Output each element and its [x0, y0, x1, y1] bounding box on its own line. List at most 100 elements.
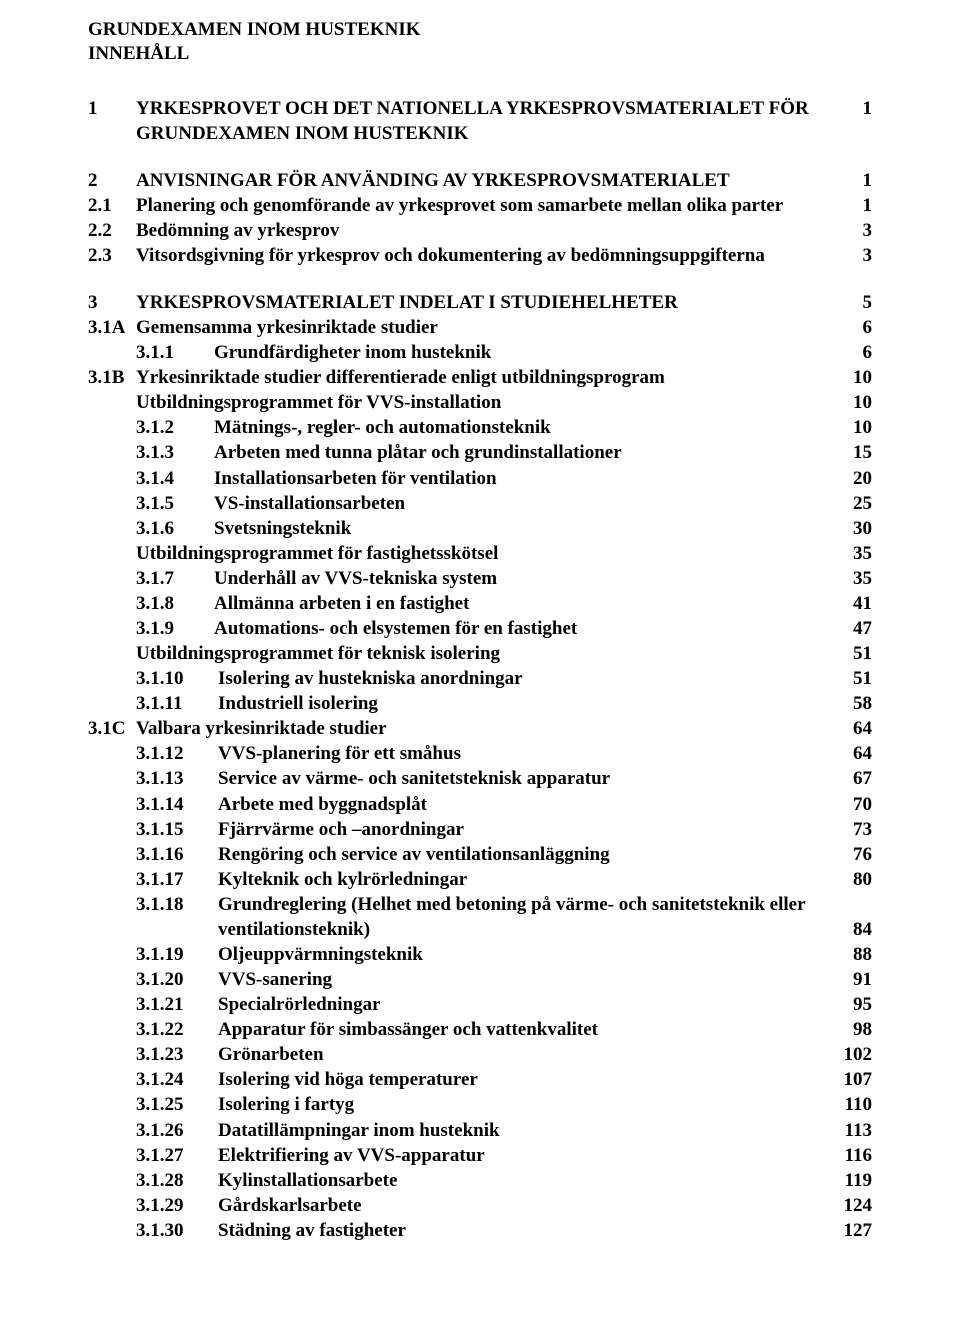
toc-entry: 2.2 Bedömning av yrkesprov 3 [88, 218, 872, 243]
toc-entry: 3.1.29 Gårdskarlsarbete 124 [88, 1193, 872, 1218]
toc-entry: 3.1.7 Underhåll av VVS-tekniska system 3… [88, 566, 872, 591]
entry-page: 1 [832, 168, 872, 193]
entry-page: 10 [832, 390, 872, 415]
entry-text: Industriell isolering [218, 691, 832, 716]
toc-entry: 3.1.18 Grundreglering (Helhet med betoni… [88, 892, 872, 917]
toc-entry: 3.1.22 Apparatur för simbassänger och va… [88, 1017, 872, 1042]
entry-number: 3.1.2 [136, 415, 214, 440]
entry-number: 3.1.30 [136, 1218, 218, 1243]
toc-entry: 3.1.20 VVS-sanering 91 [88, 967, 872, 992]
entry-page: 102 [832, 1042, 872, 1067]
entry-page: 116 [832, 1143, 872, 1168]
entry-number: 3.1.23 [136, 1042, 218, 1067]
entry-page: 10 [832, 365, 872, 390]
entry-text: Isolering av hustekniska anordningar [218, 666, 832, 691]
toc-entry: 3.1.15 Fjärrvärme och –anordningar 73 [88, 817, 872, 842]
toc-entry: 3.1.25 Isolering i fartyg 110 [88, 1092, 872, 1117]
entry-text: Allmänna arbeten i en fastighet [214, 591, 832, 616]
toc-entry: 3.1.19 Oljeuppvärmningsteknik 88 [88, 942, 872, 967]
toc-entry: 3.1.1 Grundfärdigheter inom husteknik 6 [88, 340, 872, 365]
entry-page: 76 [832, 842, 872, 867]
toc-entry: 1 YRKESPROVET OCH DET NATIONELLA YRKESPR… [88, 96, 872, 146]
entry-text: Gårdskarlsarbete [218, 1193, 832, 1218]
toc-entry: 3.1.28 Kylinstallationsarbete 119 [88, 1168, 872, 1193]
entry-text: Svetsningsteknik [214, 516, 832, 541]
toc-entry: 3.1.12 VVS-planering för ett småhus 64 [88, 741, 872, 766]
entry-page: 98 [832, 1017, 872, 1042]
toc-entry: 3.1.9 Automations- och elsystemen för en… [88, 616, 872, 641]
toc-entry: 3.1.4 Installationsarbeten för ventilati… [88, 466, 872, 491]
toc-entry: 3.1B Yrkesinriktade studier differentier… [88, 365, 872, 390]
entry-number: 3.1.17 [136, 867, 218, 892]
entry-number: 3.1.13 [136, 766, 218, 791]
toc-entry: 2.3 Vitsordsgivning för yrkesprov och do… [88, 243, 872, 268]
toc-entry: 3.1.8 Allmänna arbeten i en fastighet 41 [88, 591, 872, 616]
entry-number: 3.1.12 [136, 741, 218, 766]
entry-text: Kylteknik och kylrörledningar [218, 867, 832, 892]
entry-text: Städning av fastigheter [218, 1218, 832, 1243]
entry-text: Yrkesinriktade studier differentierade e… [136, 365, 832, 390]
entry-text: Underhåll av VVS-tekniska system [214, 566, 832, 591]
entry-page: 51 [832, 641, 872, 666]
entry-text: Arbete med byggnadsplåt [218, 792, 832, 817]
toc-entry-continuation: ventilationsteknik) 84 [88, 917, 872, 942]
toc-entry: 3.1.30 Städning av fastigheter 127 [88, 1218, 872, 1243]
toc-entry: 3.1.13 Service av värme- och sanitetstek… [88, 766, 872, 791]
title-block: GRUNDEXAMEN INOM HUSTEKNIK INNEHÅLL [88, 18, 872, 66]
entry-page: 10 [832, 415, 872, 440]
entry-number: 3.1.22 [136, 1017, 218, 1042]
entry-page: 124 [832, 1193, 872, 1218]
toc-entry: 3.1.23 Grönarbeten 102 [88, 1042, 872, 1067]
entry-page: 5 [832, 290, 872, 315]
toc-entry: 3.1C Valbara yrkesinriktade studier 64 [88, 716, 872, 741]
entry-number: 3.1.15 [136, 817, 218, 842]
entry-text: Valbara yrkesinriktade studier [136, 716, 832, 741]
entry-page: 47 [832, 616, 872, 641]
entry-number: 3.1.3 [136, 440, 214, 465]
entry-text: Grönarbeten [218, 1042, 832, 1067]
entry-text: Utbildningsprogrammet för teknisk isoler… [136, 641, 832, 666]
toc-entry: 3 YRKESPROVSMATERIALET INDELAT I STUDIEH… [88, 290, 872, 315]
entry-page: 64 [832, 741, 872, 766]
entry-number: 2.2 [88, 218, 136, 243]
entry-number: 3.1.6 [136, 516, 214, 541]
entry-page: 95 [832, 992, 872, 1017]
toc-entry: Utbildningsprogrammet för teknisk isoler… [88, 641, 872, 666]
toc-entry: 2 ANVISNINGAR FÖR ANVÄNDING AV YRKESPROV… [88, 168, 872, 193]
entry-number: 3.1.29 [136, 1193, 218, 1218]
entry-page: 58 [832, 691, 872, 716]
entry-text: Elektrifiering av VVS-apparatur [218, 1143, 832, 1168]
toc-entry: 3.1.3 Arbeten med tunna plåtar och grund… [88, 440, 872, 465]
entry-page: 80 [832, 867, 872, 892]
toc-entry: 3.1.10 Isolering av hustekniska anordnin… [88, 666, 872, 691]
toc-entry: 3.1.27 Elektrifiering av VVS-apparatur 1… [88, 1143, 872, 1168]
entry-number: 3.1.9 [136, 616, 214, 641]
entry-number: 2 [88, 168, 136, 193]
entry-page: 3 [832, 218, 872, 243]
entry-text: YRKESPROVET OCH DET NATIONELLA YRKESPROV… [136, 96, 832, 146]
entry-page: 35 [832, 566, 872, 591]
entry-number: 1 [88, 96, 136, 121]
entry-text: Rengöring och service av ventilationsanl… [218, 842, 832, 867]
toc-entry: 3.1.14 Arbete med byggnadsplåt 70 [88, 792, 872, 817]
entry-number: 3 [88, 290, 136, 315]
toc-entry: 3.1.11 Industriell isolering 58 [88, 691, 872, 716]
entry-text: Oljeuppvärmningsteknik [218, 942, 832, 967]
entry-text: Grundreglering (Helhet med betoning på v… [218, 892, 832, 917]
entry-text: Planering och genomförande av yrkesprove… [136, 193, 832, 218]
entry-number: 3.1.10 [136, 666, 218, 691]
entry-number: 3.1.24 [136, 1067, 218, 1092]
entry-number: 3.1.25 [136, 1092, 218, 1117]
entry-number: 3.1.8 [136, 591, 214, 616]
toc-entry: 3.1.24 Isolering vid höga temperaturer 1… [88, 1067, 872, 1092]
entry-text: VVS-sanering [218, 967, 832, 992]
entry-number: 3.1B [88, 365, 136, 390]
entry-number: 2.1 [88, 193, 136, 218]
entry-text: Grundfärdigheter inom husteknik [214, 340, 832, 365]
entry-page: 15 [832, 440, 872, 465]
entry-page: 119 [832, 1168, 872, 1193]
entry-page: 113 [832, 1118, 872, 1143]
entry-text: ANVISNINGAR FÖR ANVÄNDING AV YRKESPROVSM… [136, 168, 832, 193]
entry-number: 3.1.5 [136, 491, 214, 516]
toc-entry: 3.1.21 Specialrörledningar 95 [88, 992, 872, 1017]
